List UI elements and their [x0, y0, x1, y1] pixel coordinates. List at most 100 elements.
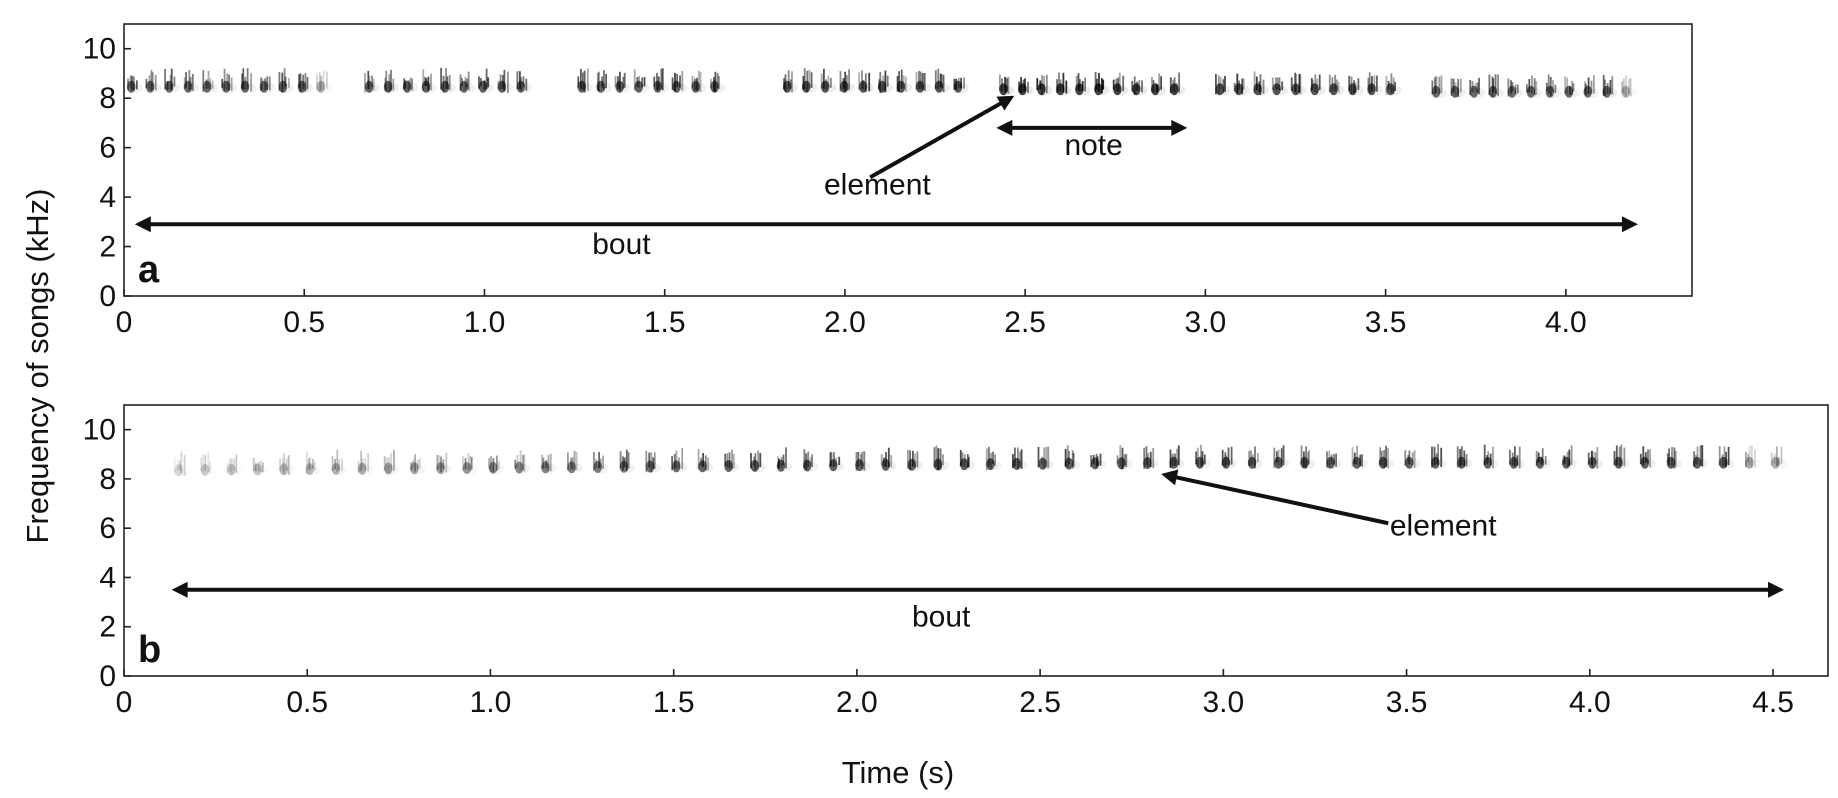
x-tick-label: 1.0 — [464, 306, 506, 339]
y-tick-label: 4 — [99, 181, 116, 214]
song-element — [1214, 73, 1231, 96]
element-annotation: element — [824, 95, 1015, 202]
song-element — [435, 452, 452, 475]
song-element — [1488, 74, 1504, 98]
song-element — [1150, 73, 1167, 96]
axis-ticks: 0 0.5 1.0 1.5 2.0 2.5 3.0 3.5 4.0 4.5 0 2 4 6 8 10 — [83, 414, 1794, 719]
song-element — [402, 77, 419, 93]
song-element — [690, 70, 707, 93]
song-element — [1469, 77, 1485, 98]
bout-arrowhead-start — [134, 216, 151, 233]
song-element — [915, 70, 931, 93]
x-tick-label: 0 — [116, 686, 133, 719]
song-element — [1247, 446, 1264, 469]
bout-arrowhead — [1621, 216, 1638, 233]
y-tick-label: 0 — [99, 660, 116, 693]
song-element — [297, 73, 313, 93]
song-element — [776, 447, 792, 472]
x-tick-label: 0.5 — [286, 686, 328, 719]
song-element — [671, 447, 688, 473]
spectrogram-marks — [173, 443, 1783, 477]
spectrogram-marks — [126, 67, 1632, 98]
song-element — [858, 70, 875, 93]
song-element — [202, 70, 219, 93]
y-tick-label: 10 — [83, 33, 116, 66]
x-tick-label: 1.5 — [653, 686, 695, 719]
song-element — [953, 77, 969, 93]
y-tick-label: 0 — [99, 280, 116, 313]
song-element — [1639, 446, 1656, 469]
song-element — [316, 70, 328, 93]
song-element — [1430, 443, 1447, 469]
note-6 — [1214, 71, 1402, 96]
song-element — [614, 71, 631, 93]
song-element — [1055, 72, 1072, 96]
song-element — [1431, 75, 1448, 98]
song-element — [896, 69, 913, 93]
annotations: element bout — [171, 469, 1785, 634]
song-element — [259, 76, 275, 93]
song-element — [540, 453, 557, 474]
song-element — [854, 451, 871, 472]
song-element — [1273, 445, 1290, 469]
song-element — [357, 450, 370, 475]
panel-a-spectrogram: 0 0.5 1.0 1.5 2.0 2.5 3.0 3.5 4.0 0 2 4 6 8 10 element n… — [83, 23, 1693, 339]
element-arrow-line — [869, 99, 1005, 180]
x-tick-label: 4.0 — [1545, 306, 1587, 339]
song-element — [595, 70, 612, 93]
song-element — [1482, 444, 1499, 469]
x-tick-label: 3.5 — [1365, 306, 1407, 339]
panel-letter: b — [138, 629, 161, 671]
song-element — [477, 68, 494, 93]
x-tick-label: 2.0 — [824, 306, 866, 339]
song-element — [305, 452, 316, 476]
element-arrow-line — [1172, 474, 1389, 526]
note-5 — [998, 72, 1186, 96]
element-label: element — [1390, 510, 1497, 543]
song-element — [183, 69, 200, 93]
x-tick-label: 1.0 — [470, 686, 512, 719]
x-tick-label: 2.5 — [1004, 306, 1046, 339]
song-element — [697, 448, 714, 473]
song-element — [1582, 75, 1599, 98]
x-tick-label: 3.0 — [1185, 306, 1227, 339]
song-element — [488, 455, 505, 474]
note-2 — [364, 67, 532, 93]
song-element — [1544, 74, 1561, 98]
song-element — [592, 451, 609, 473]
element-arrowhead — [996, 95, 1015, 111]
song-element — [383, 449, 395, 475]
song-element — [880, 447, 897, 471]
song-element — [1366, 72, 1383, 96]
song-element — [1613, 444, 1630, 469]
song-element — [906, 449, 923, 471]
note-annotation: note — [996, 119, 1188, 162]
song-element — [1692, 445, 1709, 469]
song-element — [985, 446, 1002, 471]
song-element — [671, 71, 688, 93]
x-tick-label: 3.0 — [1202, 686, 1244, 719]
bout-annotation: bout — [171, 581, 1785, 634]
note-4 — [782, 68, 969, 94]
song-element — [801, 68, 818, 93]
song-element — [802, 449, 819, 472]
song-element — [1221, 446, 1237, 469]
song-element — [1450, 78, 1466, 98]
song-element — [1535, 448, 1552, 469]
element-arrowhead — [1161, 469, 1179, 486]
x-tick-label: 3.5 — [1386, 686, 1428, 719]
bout-label: bout — [912, 601, 971, 634]
song-element — [1017, 77, 1034, 96]
song-element — [1011, 447, 1028, 470]
song-element — [633, 69, 650, 93]
song-element — [709, 71, 726, 93]
song-element — [566, 450, 583, 474]
song-element — [252, 457, 264, 476]
bout-annotation: bout — [134, 216, 1638, 261]
song-element — [1525, 75, 1542, 98]
bout-arrowhead-start — [171, 581, 188, 598]
y-tick-label: 2 — [99, 231, 116, 264]
note-1 — [173, 443, 1783, 477]
song-element — [173, 451, 186, 477]
